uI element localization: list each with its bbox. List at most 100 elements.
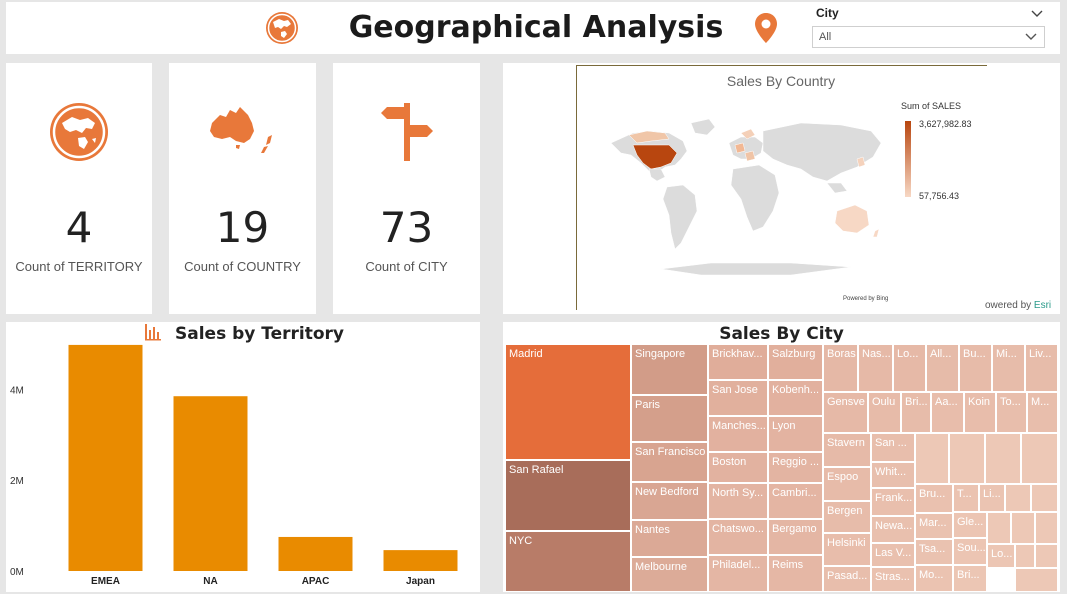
treemap-cell[interactable]: Gle... [953,512,987,538]
treemap-cell[interactable]: Espoo [823,467,871,501]
treemap-cell[interactable]: Boston [708,452,768,483]
treemap-cell-small[interactable] [1031,484,1058,512]
treemap-cell-small[interactable] [1035,544,1058,568]
esri-credit-prefix: owered by [985,300,1032,311]
country-count-label: Count of COUNTRY [184,259,301,274]
sales-by-country-map[interactable]: Sales By Country Sum of SALES 3,627,982.… [503,63,1060,314]
treemap-cell[interactable]: Chatswo... [708,519,768,555]
treemap-cell-small[interactable] [1035,512,1058,544]
treemap-cell[interactable]: Aa... [931,392,964,433]
treemap-cell[interactable]: Boras [823,344,858,392]
treemap-cell[interactable]: Mo... [915,565,953,592]
y-tick-label: 2M [10,476,24,487]
treemap-cell[interactable]: Philadel... [708,555,768,592]
treemap-cell[interactable]: Manches... [708,416,768,452]
city-slicer-value: All [819,31,832,43]
treemap-cell[interactable]: Lo... [987,544,1015,568]
treemap-cell-small[interactable] [1005,484,1031,512]
treemap-cell[interactable]: T... [953,484,979,512]
world-map[interactable] [591,103,901,283]
treemap-cell[interactable]: Pasad... [823,566,871,592]
treemap-cell[interactable]: Nantes [631,520,708,557]
treemap-cell[interactable]: Madrid [505,344,631,460]
treemap-cell[interactable]: Kobenh... [768,380,823,416]
bing-credit: Powered by Bing [843,296,889,302]
treemap-cell[interactable]: All... [926,344,959,392]
treemap-cell-small[interactable] [985,433,1021,484]
treemap-cell-small[interactable] [1015,544,1035,568]
treemap-cell[interactable]: Reggio ... [768,452,823,483]
treemap-cell[interactable]: Cambri... [768,483,823,519]
treemap-cell[interactable]: Helsinki [823,533,871,566]
treemap-cell[interactable]: Bru... [915,484,953,513]
treemap-cell[interactable]: Bu... [959,344,992,392]
treemap-cell[interactable]: Mar... [915,513,953,539]
territory-count: 4 [65,203,93,252]
treemap-cell[interactable]: M... [1027,392,1058,433]
bar-emea[interactable] [68,344,143,571]
bar-chart-icon [143,322,163,347]
treemap-cell-small[interactable] [1015,568,1058,592]
treemap-cell[interactable]: San Francisco [631,442,708,482]
treemap-cell[interactable]: Stras... [871,567,915,592]
treemap-cell-small[interactable] [1011,512,1035,544]
treemap-cell[interactable]: To... [996,392,1027,433]
treemap-cell[interactable]: Lyon [768,416,823,452]
x-tick-label: EMEA [91,576,120,587]
treemap-cell[interactable]: San Rafael [505,460,631,531]
treemap-cell[interactable]: Paris [631,395,708,442]
treemap-cell[interactable]: Singapore [631,344,708,395]
treemap-cell[interactable]: Li... [979,484,1005,512]
bar-apac[interactable] [278,536,353,571]
bar-chart-title: Sales by Territory [175,324,345,344]
bar-japan[interactable] [383,550,458,571]
treemap-cell[interactable]: San ... [871,433,915,462]
treemap-cell[interactable]: New Bedford [631,482,708,520]
treemap-cell-small[interactable] [949,433,985,484]
treemap-cell[interactable]: Bergamo [768,519,823,555]
treemap-cell[interactable]: North Sy... [708,483,768,519]
treemap-cell[interactable]: San Jose [708,380,768,416]
treemap-cell[interactable]: Newa... [871,516,915,543]
treemap-cell[interactable]: Mi... [992,344,1025,392]
treemap-cell[interactable]: Las V... [871,543,915,567]
treemap-cell-small[interactable] [1021,433,1058,484]
treemap-cell[interactable]: Sou... [953,538,987,565]
treemap-cell[interactable]: Lo... [893,344,926,392]
page-title: Geographical Analysis [348,10,724,45]
treemap-area[interactable]: Madrid San Rafael NYC Singapore Paris San Fra… [505,344,1058,592]
treemap-cell[interactable]: Melbourne [631,557,708,592]
treemap-cell[interactable]: Nas... [858,344,893,392]
sales-by-territory-chart: Sales by Territory 0M 2M 4M EMEA NA APAC Japan [6,322,480,592]
treemap-cell-small[interactable] [987,512,1011,544]
treemap-cell[interactable]: Stavern [823,433,871,467]
treemap-cell[interactable]: NYC [505,531,631,592]
header-bar: Geographical Analysis City All [6,2,1060,54]
treemap-cell[interactable]: Oulu [868,392,901,433]
globe-icon [6,101,152,168]
treemap-cell[interactable]: Brickhav... [708,344,768,380]
treemap-cell[interactable]: Bri... [953,565,987,592]
treemap-cell[interactable]: Bri... [901,392,931,433]
treemap-cell[interactable]: Liv... [1025,344,1058,392]
map-border [576,65,987,310]
treemap-cell-small[interactable] [915,433,949,484]
country-count: 19 [215,203,270,252]
treemap-cell[interactable]: Gensve [823,392,868,433]
y-tick-label: 4M [10,385,24,396]
bar-na[interactable] [173,396,248,571]
slicer-collapse-icon[interactable] [1030,6,1044,24]
treemap-cell[interactable]: Koin [964,392,996,433]
treemap-cell[interactable]: Reims [768,555,823,592]
treemap-cell[interactable]: Bergen [823,501,871,533]
kpi-card-country: 19 Count of COUNTRY [169,63,316,314]
x-tick-label: APAC [302,576,330,587]
treemap-cell[interactable]: Tsa... [915,539,953,565]
city-slicer-dropdown[interactable]: All [812,26,1045,48]
treemap-cell[interactable]: Frank... [871,488,915,516]
esri-brand: Esri [1033,300,1052,311]
treemap-cell[interactable]: Whit... [871,462,915,488]
chevron-down-icon [1024,32,1038,45]
treemap-cell[interactable]: Salzburg [768,344,823,380]
kpi-card-city: 73 Count of CITY [333,63,480,314]
